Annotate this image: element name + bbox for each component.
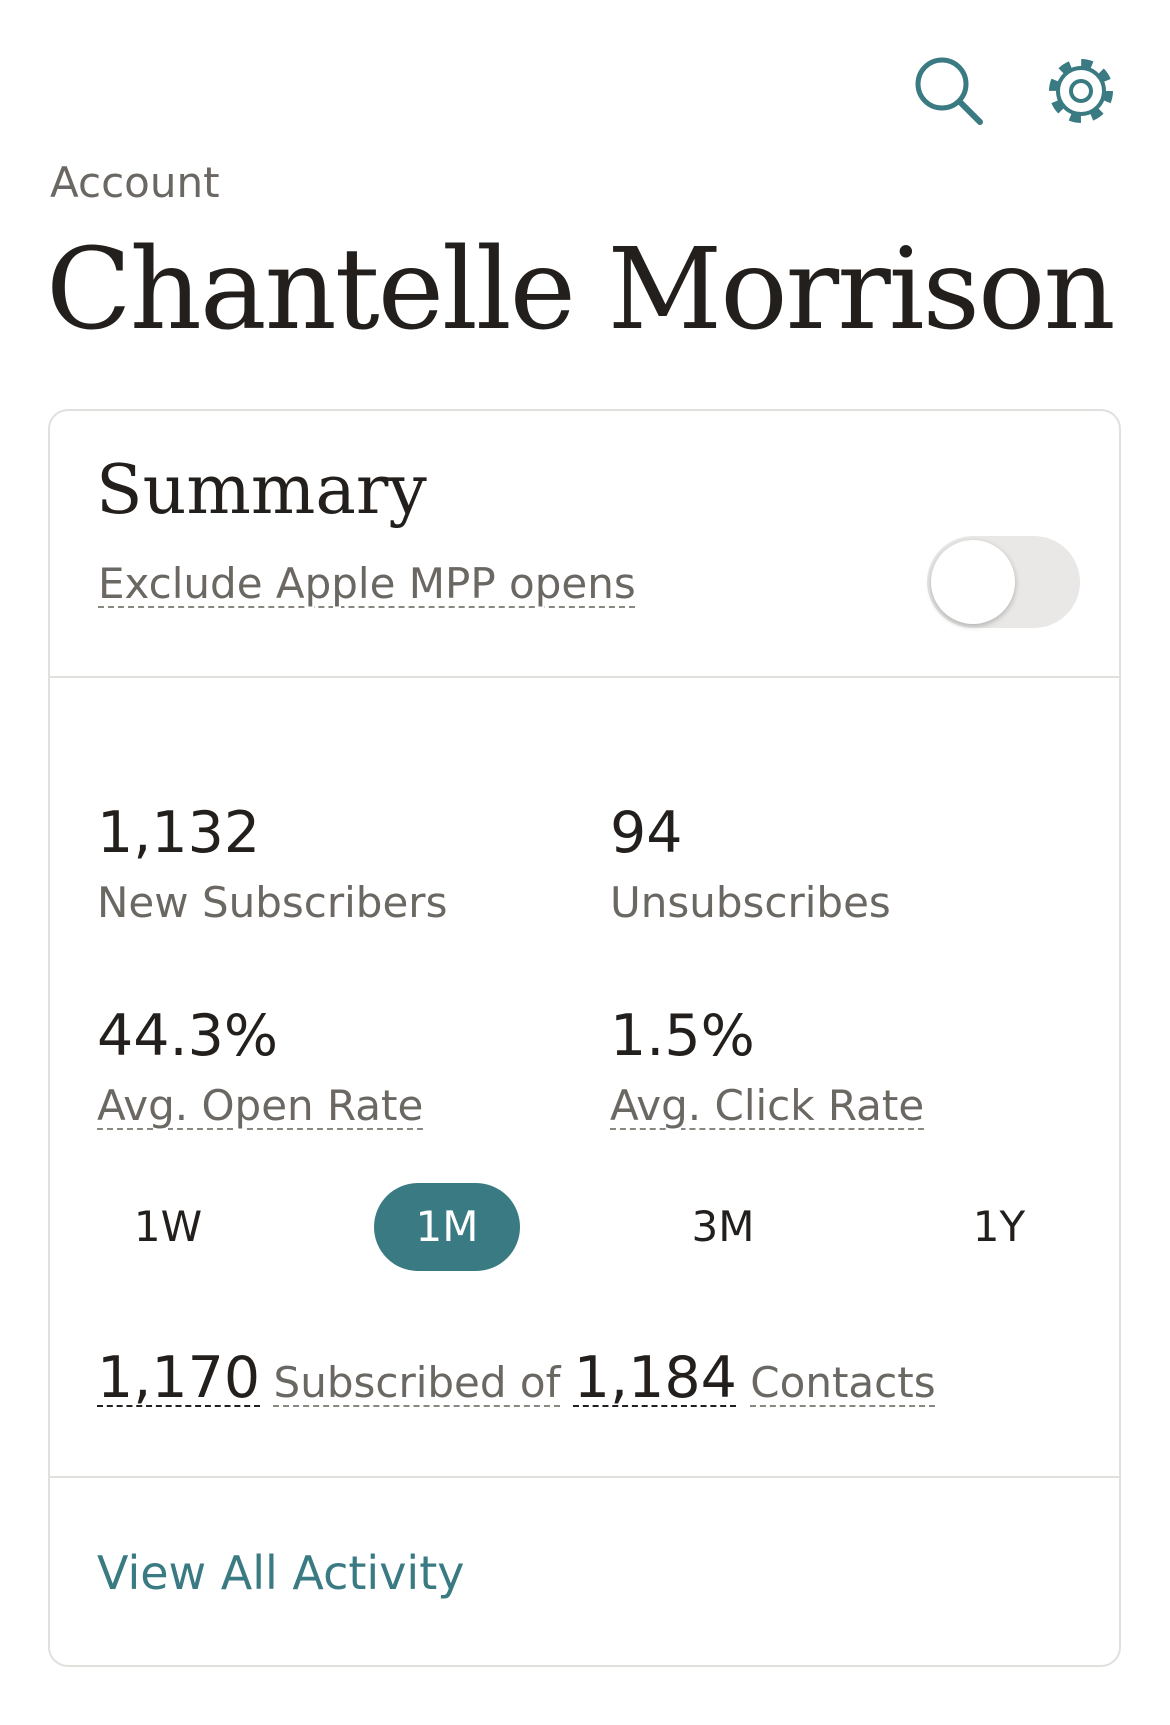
summary-card: Summary Exclude Apple MPP opens bbox=[48, 409, 1121, 1667]
settings-icon[interactable] bbox=[1044, 54, 1118, 128]
stat-value: 1.5% bbox=[610, 1003, 755, 1069]
stat-value: 94 bbox=[610, 800, 683, 866]
card-title: Summary bbox=[96, 451, 427, 530]
stat-label[interactable]: Avg. Click Rate bbox=[610, 1081, 925, 1130]
contacts-summary: 1,170 Subscribed of 1,184 Contacts bbox=[97, 1345, 936, 1411]
search-icon[interactable] bbox=[910, 52, 986, 128]
stat-label[interactable]: Avg. Open Rate bbox=[97, 1081, 424, 1130]
period-button[interactable]: 3M bbox=[691, 1202, 755, 1251]
stat-value: 44.3% bbox=[97, 1003, 279, 1069]
stat-label: New Subscribers bbox=[97, 878, 448, 927]
toggle[interactable] bbox=[927, 536, 1080, 628]
section-label: Account bbox=[50, 158, 220, 207]
divider bbox=[50, 1476, 1119, 1478]
toggle-label[interactable]: Exclude Apple MPP opens bbox=[98, 559, 636, 608]
period-button[interactable]: 1Y bbox=[972, 1202, 1026, 1251]
divider bbox=[50, 676, 1119, 678]
stat-value: 1,132 bbox=[97, 800, 261, 866]
footer-text: Subscribed of bbox=[273, 1358, 561, 1407]
view-all-link[interactable]: View All Activity bbox=[97, 1546, 465, 1600]
account-name: Chantelle Morrison bbox=[46, 225, 1116, 355]
subscribed-count: 1,170 bbox=[97, 1345, 261, 1411]
footer-text: Contacts bbox=[750, 1358, 936, 1407]
stat-label: Unsubscribes bbox=[610, 878, 891, 927]
toggle-knob bbox=[931, 540, 1015, 624]
period-button[interactable]: 1W bbox=[133, 1202, 203, 1251]
period-button[interactable]: 1M bbox=[374, 1183, 520, 1271]
contacts-count: 1,184 bbox=[573, 1345, 737, 1411]
